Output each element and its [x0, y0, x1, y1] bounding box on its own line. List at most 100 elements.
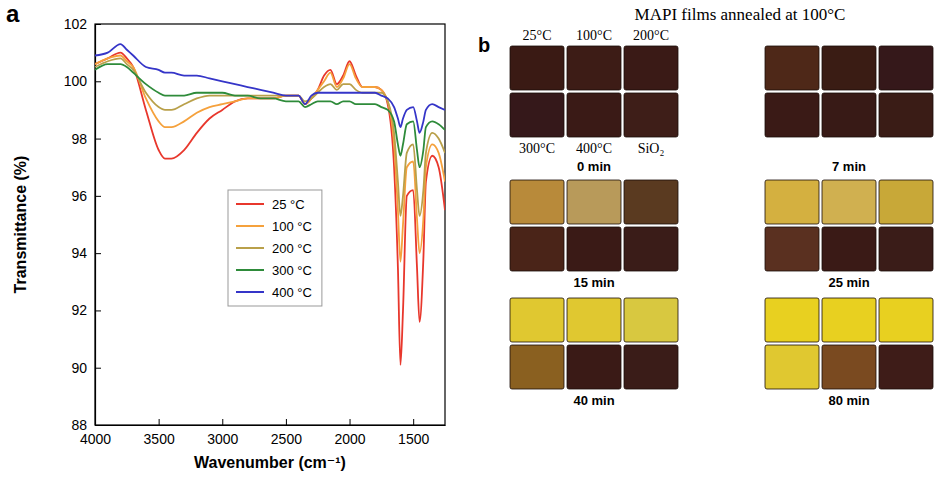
y-tick-mark	[95, 368, 101, 369]
y-tick-mark	[95, 81, 101, 82]
series-line	[95, 44, 445, 133]
legend-swatch	[236, 291, 264, 293]
film-square	[822, 180, 876, 224]
y-tick-mark	[95, 310, 101, 311]
film-square	[567, 180, 621, 224]
x-tick: 1500	[398, 419, 429, 447]
film-square	[765, 180, 819, 224]
film-square	[567, 345, 621, 389]
legend-swatch	[236, 203, 264, 205]
series-line	[95, 53, 445, 365]
film-square	[624, 345, 678, 389]
x-tick-label: 4000	[80, 431, 111, 447]
y-tick-label: 90	[71, 360, 87, 376]
sample-label: 100°C	[576, 28, 612, 43]
film-square	[624, 227, 678, 271]
x-tick-label: 2000	[334, 431, 365, 447]
legend-label: 100 °C	[272, 219, 312, 234]
time-label: 25 min	[828, 275, 869, 290]
y-tick-mark	[95, 24, 101, 25]
film-square	[822, 345, 876, 389]
film-square	[822, 93, 876, 137]
time-label: 0 min	[577, 159, 611, 174]
film-panel: 7 min	[765, 46, 933, 174]
plot-lines	[95, 44, 445, 365]
x-tick: 2500	[271, 419, 302, 447]
legend-label: 200 °C	[272, 241, 312, 256]
x-tick-mark	[222, 419, 223, 425]
x-axis-line	[96, 425, 446, 426]
film-panel: 40 min	[510, 298, 678, 408]
x-axis-title: Wavenumber (cm⁻¹)	[194, 454, 346, 471]
x-tick-label: 1500	[398, 431, 429, 447]
legend: 25 °C 100 °C 200 °C 300 °C 400 °C	[228, 190, 322, 306]
panel-letter: b	[478, 34, 490, 56]
film-square	[765, 345, 819, 389]
film-panel: 25 min	[765, 180, 933, 290]
y-tick-mark	[95, 196, 101, 197]
film-square	[510, 298, 564, 342]
y-tick: 100	[64, 73, 101, 89]
x-tick: 3000	[207, 419, 238, 447]
y-tick-label: 100	[64, 73, 88, 89]
legend-label: 400 °C	[272, 285, 312, 300]
series-line	[95, 64, 445, 167]
x-tick-mark	[350, 419, 351, 425]
sample-label: 25°C	[523, 28, 552, 43]
film-square	[765, 93, 819, 137]
film-square	[765, 46, 819, 90]
panel-letter: a	[6, 0, 20, 27]
plot-frame	[95, 24, 445, 425]
x-axis: 4000 3500 3000 2500 2000 1500	[80, 419, 446, 447]
sample-label: 400°C	[576, 141, 612, 156]
film-square	[624, 180, 678, 224]
legend-label: 300 °C	[272, 263, 312, 278]
film-panel: 15 min	[510, 180, 678, 290]
film-square	[879, 345, 933, 389]
film-square	[879, 227, 933, 271]
y-tick-mark	[95, 253, 101, 254]
film-square	[510, 46, 564, 90]
y-tick-mark	[95, 139, 101, 140]
y-tick: 102	[64, 16, 101, 32]
legend-swatch	[236, 247, 264, 249]
y-tick-label: 96	[71, 188, 87, 204]
y-tick-label: 94	[71, 245, 87, 261]
time-label: 40 min	[573, 393, 614, 408]
sample-label: 300°C	[519, 141, 555, 156]
x-tick-mark	[286, 419, 287, 425]
legend-box	[228, 190, 322, 306]
film-square	[567, 227, 621, 271]
legend-swatch	[236, 225, 264, 227]
film-square	[879, 180, 933, 224]
film-square	[510, 93, 564, 137]
film-square	[822, 46, 876, 90]
film-square	[765, 227, 819, 271]
sample-label: SiO₂	[638, 141, 665, 156]
x-tick: 2000	[334, 419, 365, 447]
legend-label: 25 °C	[272, 197, 305, 212]
film-square	[879, 298, 933, 342]
x-tick: 3500	[144, 419, 175, 447]
sample-label: 200°C	[633, 28, 669, 43]
film-square	[624, 46, 678, 90]
y-tick-label: 88	[71, 417, 87, 433]
y-axis-title: Transmittance (%)	[12, 156, 29, 294]
film-square	[879, 93, 933, 137]
y-tick-label: 92	[71, 302, 87, 318]
film-panel: 80 min	[765, 298, 933, 408]
film-panel: 0 min	[510, 46, 678, 174]
legend-swatch	[236, 269, 264, 271]
film-square	[624, 298, 678, 342]
film-square	[822, 227, 876, 271]
y-tick-mark	[95, 425, 101, 426]
y-tick: 94	[71, 245, 101, 261]
y-tick: 96	[71, 188, 101, 204]
film-square	[822, 298, 876, 342]
y-tick: 88	[71, 417, 101, 433]
time-label: 80 min	[828, 393, 869, 408]
film-grid: 0 min 7 min 15 min 25 min 40 min 80 min	[510, 46, 933, 408]
y-tick: 98	[71, 131, 101, 147]
time-label: 7 min	[832, 159, 866, 174]
film-square	[567, 298, 621, 342]
